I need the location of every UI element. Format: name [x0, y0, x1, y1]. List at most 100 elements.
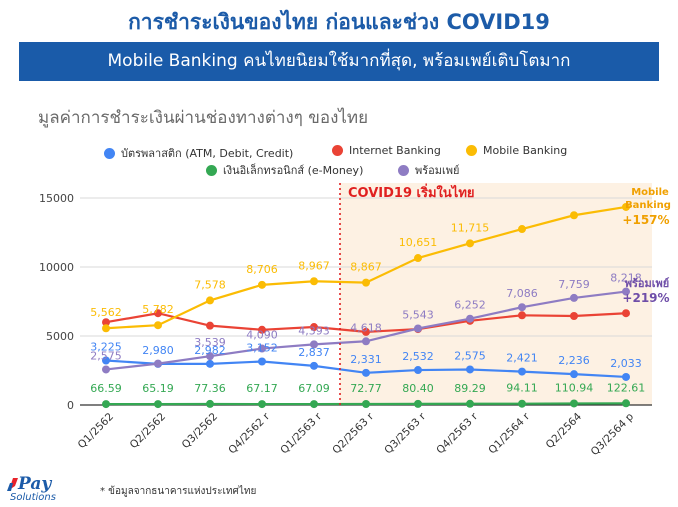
- x-tick-label: Q1/2564 r: [486, 410, 532, 456]
- footnote: * ข้อมูลจากธนาคารแห่งประเทศไทย: [100, 486, 257, 497]
- legend-promptpay-label: พร้อมเพย์: [415, 164, 460, 177]
- data-label: 5,782: [142, 303, 174, 316]
- y-tick-label: 0: [67, 399, 74, 412]
- x-tick-label: Q3/2563 r: [382, 410, 428, 456]
- data-label: 4,618: [350, 321, 382, 334]
- pay-solutions-logo: Pay Solutions: [4, 474, 84, 504]
- data-point: [154, 400, 162, 409]
- legend-emoney-label: เงินอิเล็กทรอนิกส์ (e-Money): [223, 164, 364, 177]
- x-tick-label: Q1/2563 r: [278, 410, 324, 456]
- data-label: 67.17: [246, 382, 278, 395]
- data-label: 8,706: [246, 263, 278, 276]
- data-point: [154, 321, 162, 330]
- promptpay-annotation: พร้อมเพย์: [625, 277, 669, 290]
- data-point: [310, 400, 318, 409]
- data-label: 5,543: [402, 309, 434, 322]
- data-point: [622, 287, 630, 296]
- x-tick-label: Q4/2563 r: [434, 410, 480, 456]
- legend-internet-banking: Internet Banking: [332, 144, 441, 157]
- data-point: [310, 277, 318, 286]
- data-label: 66.59: [90, 382, 122, 395]
- data-label: 10,651: [399, 236, 438, 249]
- legend-mobile-dot-icon: [466, 145, 477, 156]
- data-label: 89.29: [454, 382, 486, 395]
- data-point: [362, 327, 370, 336]
- legend-card-dot-icon: [104, 148, 115, 159]
- data-point: [518, 399, 526, 408]
- data-label: 3,225: [90, 340, 122, 353]
- y-tick-label: 5000: [46, 330, 74, 343]
- data-point: [258, 344, 266, 353]
- data-label: 2,236: [558, 354, 590, 367]
- data-point: [362, 399, 370, 408]
- data-label: 2,980: [142, 344, 174, 357]
- data-label: 2,421: [506, 352, 538, 365]
- data-point: [362, 368, 370, 377]
- page-title: การชำระเงินของไทย ก่อนและช่วง COVID19: [128, 10, 550, 34]
- data-label: 2,575: [454, 349, 486, 362]
- promptpay-growth: +219%: [622, 291, 669, 305]
- data-point: [518, 311, 526, 320]
- data-point: [414, 254, 422, 263]
- data-point: [258, 400, 266, 409]
- mobile-annotation-line2: Banking: [625, 200, 671, 211]
- data-label: 8,967: [298, 259, 330, 272]
- data-point: [310, 361, 318, 370]
- data-label: 8,867: [350, 261, 382, 274]
- legend-internet-dot-icon: [332, 145, 343, 156]
- x-tick-label: Q2/2564: [544, 410, 585, 451]
- x-tick-label: Q4/2562 r: [226, 410, 272, 456]
- data-label: 110.94: [555, 381, 594, 394]
- data-point: [622, 202, 630, 211]
- data-point: [102, 318, 110, 327]
- data-label: 6,252: [454, 299, 486, 312]
- data-point: [206, 399, 214, 408]
- covid-annotation: COVID19 เริ่มในไทย: [348, 183, 475, 201]
- data-label: 7,578: [194, 278, 226, 291]
- legend-card: บัตรพลาสติก (ATM, Debit, Credit): [104, 144, 293, 162]
- data-point: [154, 359, 162, 368]
- legend-emoney-dot-icon: [206, 165, 217, 176]
- data-point: [570, 399, 578, 408]
- legend-mobile-label: Mobile Banking: [483, 144, 568, 157]
- data-point: [414, 324, 422, 333]
- logo-solutions-text: Solutions: [10, 492, 56, 503]
- data-label: 2,033: [610, 357, 642, 370]
- legend-emoney: เงินอิเล็กทรอนิกส์ (e-Money): [206, 161, 363, 179]
- data-label: 2,837: [298, 346, 330, 359]
- data-point: [570, 370, 578, 379]
- data-label: 7,086: [506, 287, 538, 300]
- data-point: [206, 321, 214, 330]
- data-label: 67.09: [298, 382, 330, 395]
- data-point: [622, 399, 630, 408]
- data-point: [102, 400, 110, 409]
- data-point: [622, 309, 630, 318]
- data-label: 4,090: [246, 329, 278, 342]
- data-point: [570, 211, 578, 220]
- data-point: [570, 311, 578, 320]
- data-label: 11,715: [451, 221, 490, 234]
- data-label: 2,982: [194, 344, 226, 357]
- data-label: 2,331: [350, 353, 382, 366]
- legend-promptpay-dot-icon: [398, 165, 409, 176]
- data-point: [310, 340, 318, 349]
- legend-mobile-banking: Mobile Banking: [466, 144, 567, 157]
- data-point: [102, 324, 110, 333]
- data-point: [466, 365, 474, 374]
- data-label: 122.61: [607, 381, 646, 394]
- data-point: [518, 303, 526, 312]
- data-label: 4,393: [298, 324, 330, 337]
- data-point: [414, 366, 422, 375]
- legend-card-label: บัตรพลาสติก (ATM, Debit, Credit): [121, 147, 294, 160]
- data-label: 77.36: [194, 382, 226, 395]
- data-label: 3,152: [246, 342, 278, 355]
- data-point: [362, 337, 370, 346]
- data-label: 7,759: [558, 278, 590, 291]
- data-point: [258, 280, 266, 289]
- data-label: 94.11: [506, 382, 538, 395]
- data-point: [362, 278, 370, 287]
- x-tick-label: Q3/2564 p: [589, 410, 637, 458]
- mobile-growth: +157%: [622, 213, 669, 227]
- x-tick-label: Q1/2562: [76, 411, 116, 451]
